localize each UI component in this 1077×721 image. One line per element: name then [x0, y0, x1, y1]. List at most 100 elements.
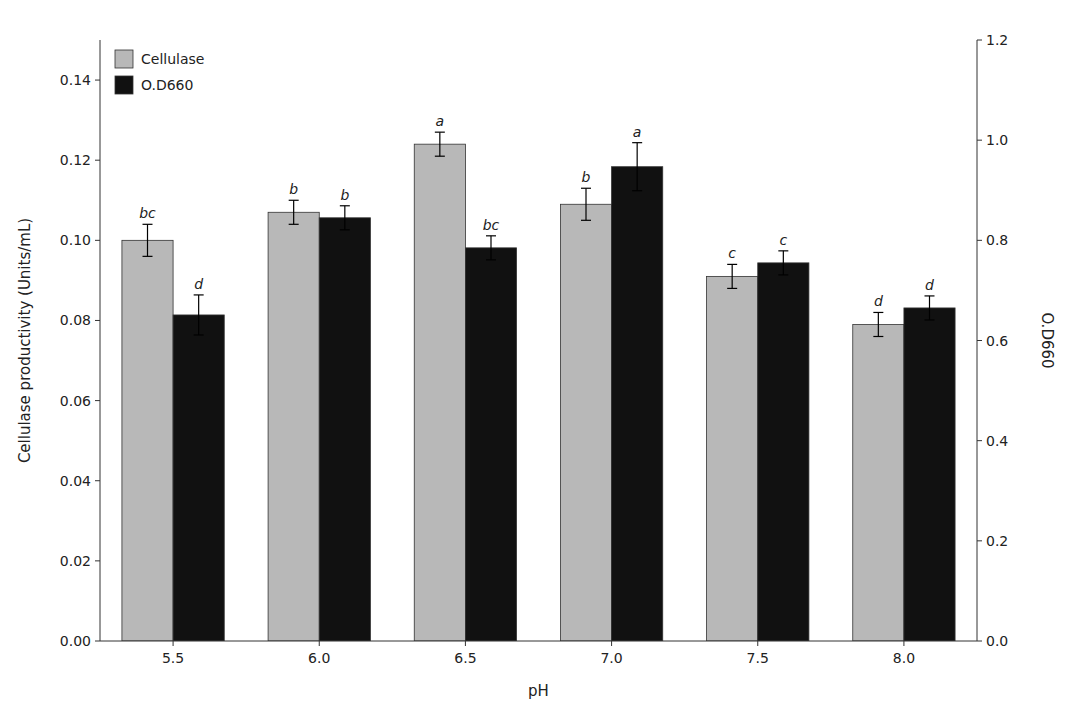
- y-tick-label: 0.06: [60, 393, 91, 409]
- error-bar-line: [632, 142, 642, 143]
- error-bar-line: [435, 156, 445, 157]
- x-tick: [319, 641, 320, 646]
- y2-axis-label: O.D660: [1038, 312, 1056, 368]
- y2-tick-label: 0.6: [986, 333, 1008, 349]
- annotation: d: [925, 277, 934, 293]
- error-bar-line: [878, 312, 879, 336]
- series: [122, 132, 904, 641]
- annotation: b: [289, 181, 298, 197]
- x-tick-label: 7.0: [600, 650, 622, 666]
- error-bar-line: [727, 288, 737, 289]
- annotation: c: [728, 245, 736, 261]
- y2-tick: [977, 140, 982, 141]
- y-tick: [95, 80, 100, 81]
- error-bar-line: [143, 224, 153, 225]
- x-tick: [465, 641, 466, 646]
- error-bar-line: [632, 190, 642, 191]
- annotation: d: [874, 293, 883, 309]
- legend: CellulaseO.D660: [115, 50, 204, 94]
- x-axis-line: [100, 641, 977, 642]
- bar: [122, 240, 173, 641]
- annotation: d: [194, 276, 203, 292]
- y2-tick: [977, 240, 982, 241]
- bar: [758, 263, 809, 641]
- error-bar-line: [340, 205, 350, 206]
- error-bar-line: [924, 295, 934, 296]
- error-bar-line: [873, 336, 883, 337]
- x-tick: [903, 641, 904, 646]
- annotation: b: [582, 169, 591, 185]
- y2-tick: [977, 440, 982, 441]
- annotation: c: [779, 232, 787, 248]
- y2-tick: [977, 540, 982, 541]
- y2-tick-label: 0.8: [986, 232, 1008, 248]
- y-tick-label: 0.12: [60, 152, 91, 168]
- error-bar-line: [293, 200, 294, 224]
- y-tick-label: 0.04: [60, 473, 91, 489]
- annotations: bcbabcddbbcacd: [139, 113, 934, 309]
- annotation: a: [436, 113, 445, 129]
- page: {"chart_data": { "type": "bar", "categor…: [0, 0, 1077, 721]
- error-bar: [435, 132, 445, 156]
- x-tick: [611, 641, 612, 646]
- bar: [904, 308, 955, 641]
- error-bar-line: [585, 188, 586, 220]
- error-bar-line: [194, 294, 204, 295]
- bar: [173, 315, 224, 641]
- bar: [268, 212, 319, 641]
- y-tick: [95, 160, 100, 161]
- bar: [319, 218, 370, 641]
- x-tick-label: 8.0: [893, 650, 915, 666]
- annotation: bc: [139, 205, 156, 221]
- y-tick-label: 0.00: [60, 633, 91, 649]
- error-bar-line: [340, 229, 350, 230]
- legend-swatch: [115, 50, 133, 68]
- error-bar: [581, 188, 591, 220]
- y-tick: [95, 240, 100, 241]
- legend-swatch: [115, 76, 133, 94]
- error-bar-line: [439, 132, 440, 156]
- error-bar: [727, 264, 737, 288]
- y-tick-label: 0.08: [60, 312, 91, 328]
- y2-tick-label: 1.2: [986, 32, 1008, 48]
- y-tick: [95, 641, 100, 642]
- bar: [465, 248, 516, 641]
- y2-tick: [977, 641, 982, 642]
- error-bar-line: [198, 295, 199, 335]
- error-bar-line: [289, 224, 299, 225]
- x-tick: [757, 641, 758, 646]
- error-bar-line: [732, 264, 733, 288]
- annotation: bc: [483, 217, 500, 233]
- y2-tick: [977, 40, 982, 41]
- y-axis-line: [100, 40, 101, 641]
- y-tick: [95, 320, 100, 321]
- error-bar: [924, 296, 934, 320]
- error-bar-line: [435, 132, 445, 133]
- error-bar: [194, 295, 204, 335]
- error-bar-line: [486, 235, 496, 236]
- series: [173, 143, 955, 641]
- error-bar: [340, 206, 350, 230]
- error-bar-line: [147, 224, 148, 256]
- x-tick-label: 6.0: [308, 650, 330, 666]
- bar: [612, 167, 663, 641]
- x-axis-label: pH: [528, 682, 549, 700]
- error-bar-line: [581, 188, 591, 189]
- error-bar-line: [873, 312, 883, 313]
- bar: [560, 204, 611, 641]
- y-tick-label: 0.14: [60, 72, 91, 88]
- error-bar-line: [490, 236, 491, 260]
- error-bar: [778, 251, 788, 275]
- y-tick: [95, 400, 100, 401]
- x-tick: [173, 641, 174, 646]
- bar: [707, 276, 758, 641]
- y-tick-label: 0.02: [60, 553, 91, 569]
- error-bar-line: [783, 251, 784, 275]
- plot-area: [122, 132, 955, 641]
- error-bar-line: [289, 200, 299, 201]
- error-bar: [873, 312, 883, 336]
- error-bar: [143, 224, 153, 256]
- annotation: b: [340, 187, 349, 203]
- error-bar-line: [143, 256, 153, 257]
- y2-tick-label: 0.4: [986, 433, 1008, 449]
